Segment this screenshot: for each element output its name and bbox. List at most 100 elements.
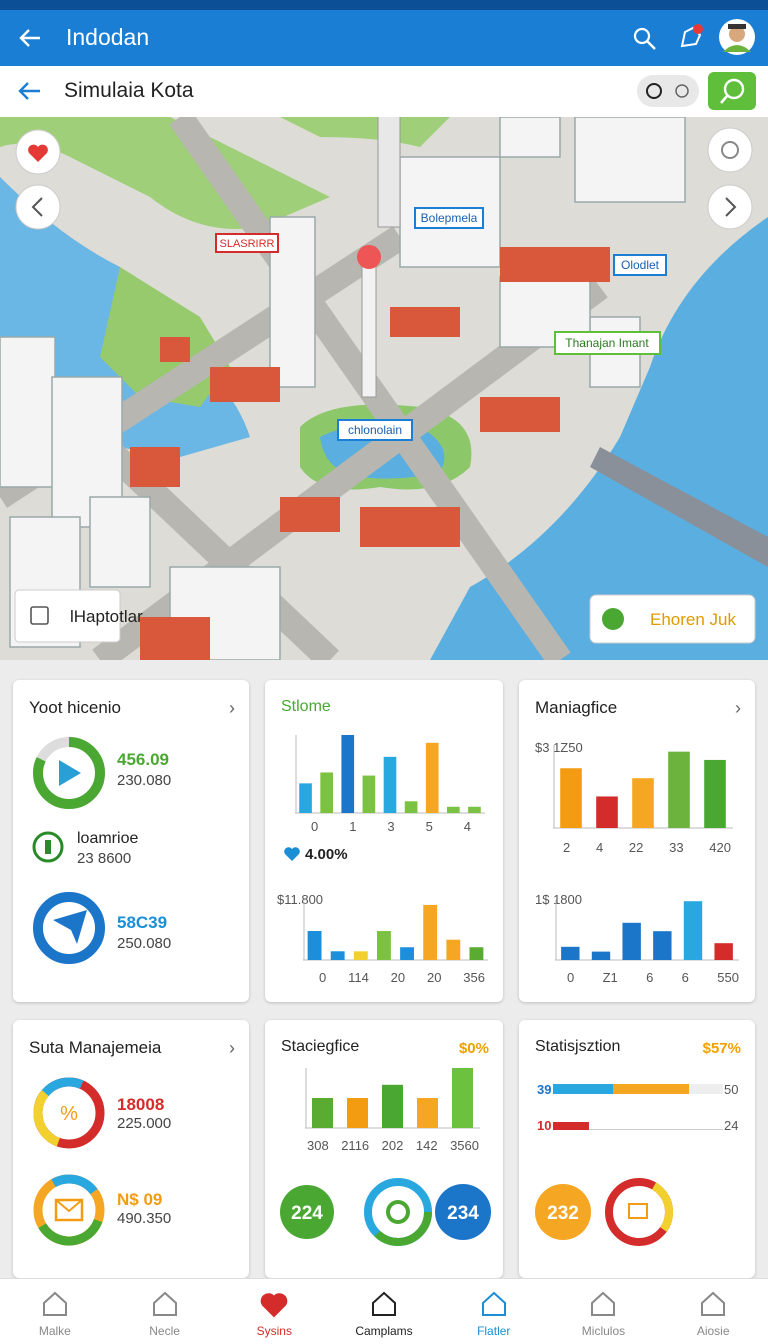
bar [683,901,703,960]
nav-label: Sysins [256,1324,292,1338]
nav-item[interactable]: Aiosie [658,1279,768,1344]
card-title: Suta Manajemeia [29,1038,162,1057]
nav-item[interactable]: Flatler [439,1279,549,1344]
x-labels: 0 114 20 20 356 [319,970,485,985]
bar [383,756,397,813]
chart-card[interactable]: Stlome 0 1 3 5 4 4.00% $11.800 0 114 20 20 356 [265,680,503,1002]
ring [33,1174,105,1246]
x-label: 3560 [450,1138,479,1153]
nav-icon [152,1291,177,1316]
favorite-button[interactable] [15,129,61,175]
ring [33,737,105,809]
row-end: 50 [724,1082,739,1097]
bar [353,951,368,960]
svg-text:Bolepmela: Bolepmela [421,211,478,225]
app-title: Indodan [66,24,150,50]
x-label: 0 [311,819,319,834]
prev-button[interactable] [15,184,61,230]
back-button[interactable] [18,80,42,102]
item-value: 18008 [117,1095,165,1114]
bar [425,742,439,813]
toggle[interactable] [637,75,699,107]
avatar[interactable] [718,18,756,56]
bar [307,931,322,960]
chart-card[interactable]: Staciegfice $0% 308 2116 202 142 3560 224 23… [265,1020,503,1278]
progress-card[interactable]: Statisjsztion $57% 39 50 10 24 232 [519,1020,755,1278]
search-button[interactable] [632,26,658,52]
row-label: 39 [537,1082,552,1097]
circle-stats: 232 [535,1178,673,1246]
item-sub: 250.080 [117,935,172,952]
icon-shape [372,1291,397,1316]
search-map-button[interactable] [708,72,756,110]
bar [704,759,726,828]
svg-text:lHaptotlar: lHaptotlar [70,607,143,626]
bar [377,931,391,960]
x-label: 20 [426,970,442,985]
bar-chart [303,902,488,961]
filter-button[interactable]: lHaptotlar [14,589,143,643]
card-title: Yoot hicenio [29,698,122,717]
svg-text:Thanajan Imant: Thanajan Imant [565,336,649,350]
nav-icon [701,1291,726,1316]
bar [341,735,355,813]
badge: $0% [458,1040,489,1057]
city-map[interactable]: Bolepmela Olodlet SLASRIRR Thanajan Iman… [0,117,768,660]
bar [446,939,461,960]
back-button[interactable] [18,26,42,50]
x-label: 356 [463,970,485,985]
x-label: 22 [628,840,644,855]
item-sub: 225.000 [117,1115,172,1132]
stats-card[interactable]: Suta Manajemeia › % 18008 225.000 N$ 09 4… [13,1020,249,1278]
bar [561,946,580,960]
svg-text:Ehoren Juk: Ehoren Juk [650,610,736,629]
bar [622,922,641,960]
nav-item[interactable]: Miclulos [549,1279,659,1344]
bar [320,772,333,813]
ring [33,892,105,964]
bar [362,775,376,813]
nav-item[interactable]: Sysins [219,1279,329,1344]
row-end: 24 [724,1118,739,1133]
settings-button[interactable] [707,127,753,173]
x-label: 0 [319,970,327,985]
bar-chart [305,1068,480,1129]
caption: 1$ 1800 [535,892,582,907]
icon-shape [261,1293,288,1318]
stats-card[interactable]: Yoot hicenio › 456.09 230.080 loamrioe 23… [13,680,249,1002]
x-label: 202 [381,1138,404,1153]
nav-icon [481,1291,506,1316]
nav-item[interactable]: Camplams [329,1279,439,1344]
nav-label: Aiosie [696,1324,730,1338]
x-labels: 0 Z1 6 6 550 [567,970,739,985]
bottom-nav: Malke Necle Sysins Camplams Flatler Miclulos A… [0,1278,768,1344]
x-label: 33 [669,840,684,855]
icon-shape [42,1291,67,1316]
caption: $11.800 [277,892,324,907]
bar [591,951,611,960]
nav-label: Necle [149,1324,180,1338]
nav-item[interactable]: Malke [0,1279,110,1344]
notification-button[interactable] [676,22,706,52]
icon-shape [591,1291,616,1316]
icon-shape [701,1291,726,1316]
bar [423,904,438,960]
bar [299,783,312,813]
item-sub: 490.350 [117,1210,172,1227]
bar [714,943,733,960]
progress-bar [553,1122,723,1130]
x-label: 114 [348,970,369,985]
action-button[interactable]: Ehoren Juk [589,594,756,644]
nav-icon [372,1291,397,1316]
item-value: loamrioe [77,830,139,847]
x-labels: 2 4 22 33 420 [563,840,731,855]
circle-value: 232 [547,1203,579,1224]
x-label: 420 [709,840,731,855]
nav-item[interactable]: Necle [110,1279,220,1344]
next-button[interactable] [707,184,753,230]
circle-value: 234 [447,1203,479,1224]
bar [417,1098,438,1128]
item-sub: 230.080 [117,772,172,789]
